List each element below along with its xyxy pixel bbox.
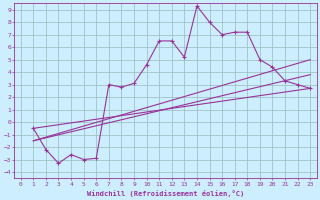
- X-axis label: Windchill (Refroidissement éolien,°C): Windchill (Refroidissement éolien,°C): [87, 190, 244, 197]
